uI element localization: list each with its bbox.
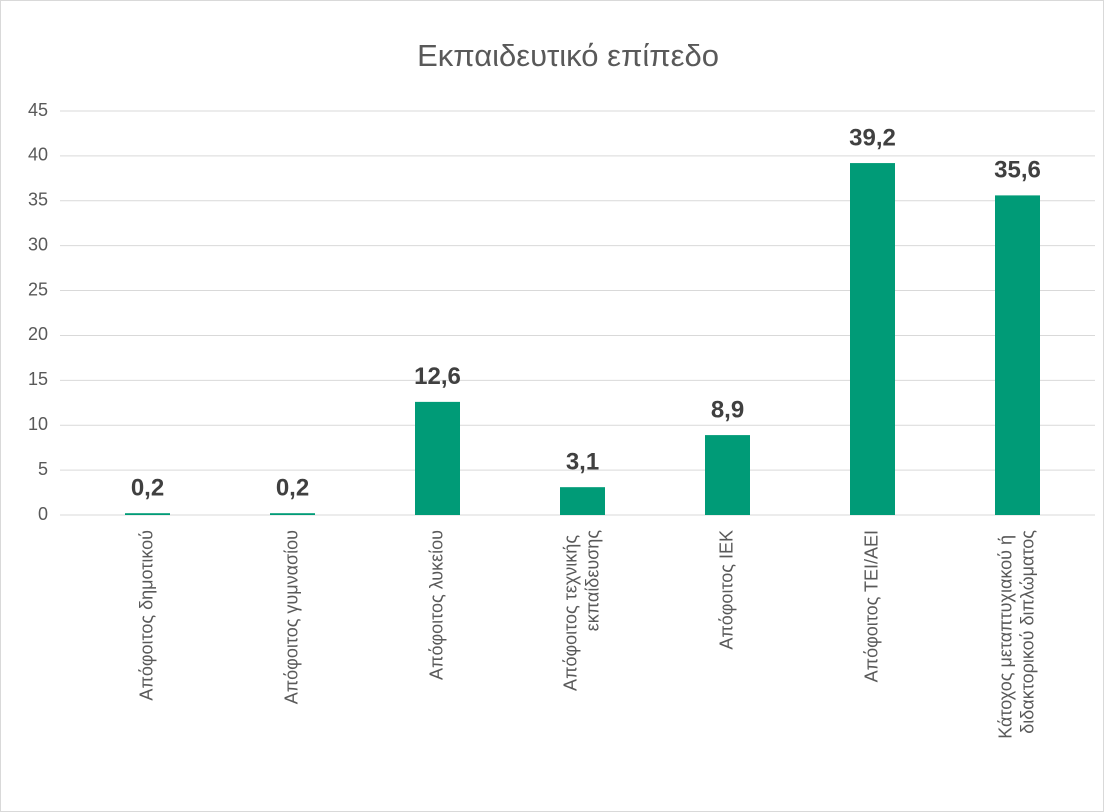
y-tick-label: 30 (28, 234, 48, 254)
y-tick-label: 15 (28, 369, 48, 389)
x-tick-label: Απόφοιτος δημοτικού (136, 530, 156, 701)
data-label: 12,6 (414, 363, 461, 390)
y-tick-label: 45 (28, 100, 48, 120)
bar (705, 435, 750, 515)
data-label: 3,1 (566, 449, 599, 476)
data-label: 0,2 (131, 475, 164, 502)
x-tick-label: Κάτοχος μεταπτυχιακού ή διδακτορικού διπ… (995, 530, 1037, 739)
bar (415, 401, 460, 515)
x-tick-label: Απόφοιτος τεχνικής εκπαίδευσης (560, 530, 602, 691)
bar (270, 513, 315, 515)
x-tick-label: Απόφοιτος ΤΕΙ/ΑΕΙ (861, 530, 881, 682)
y-tick-label: 10 (28, 414, 48, 434)
data-label: 39,2 (849, 124, 896, 151)
y-tick-label: 40 (28, 145, 48, 165)
y-tick-label: 20 (28, 324, 48, 344)
chart-title: Εκπαιδευτικό επίπεδο (417, 38, 719, 73)
data-label: 35,6 (994, 157, 1041, 184)
bar (125, 513, 170, 515)
x-tick-label: Απόφοιτος λυκείου (426, 530, 446, 680)
x-tick-label: Απόφοιτος ΙΕΚ (716, 530, 736, 650)
data-label: 0,2 (276, 475, 309, 502)
bar (995, 195, 1040, 515)
bar (560, 487, 605, 515)
y-tick-label: 5 (38, 459, 48, 479)
x-tick-label: Απόφοιτος γυμνασίου (281, 530, 301, 704)
bar (850, 163, 895, 515)
y-tick-label: 25 (28, 279, 48, 299)
data-label: 8,9 (711, 396, 744, 423)
y-tick-label: 35 (28, 190, 48, 210)
y-tick-label: 0 (38, 504, 48, 524)
